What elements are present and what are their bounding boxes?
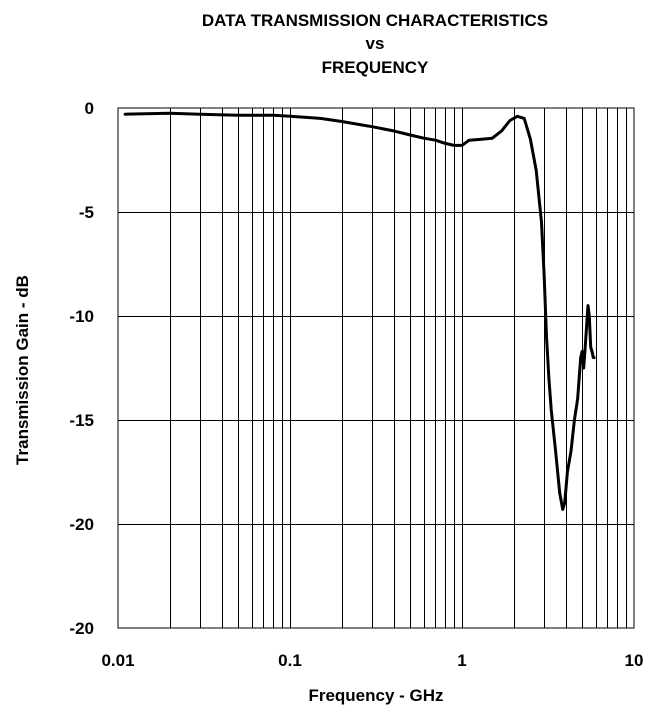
y-tick-label: -20 <box>69 619 94 638</box>
y-axis-label: Transmission Gain - dB <box>13 275 32 465</box>
y-tick-label: -20 <box>69 515 94 534</box>
x-tick-label: 1 <box>457 651 466 670</box>
y-tick-label: -10 <box>69 307 94 326</box>
series-line <box>123 111 596 511</box>
tick-labels: 0.01 0.1 1 10 0 -5 -10 -15 -20 -20 <box>69 99 643 670</box>
grid <box>118 108 634 628</box>
title-line-3: FREQUENCY <box>322 58 429 77</box>
plot-area-frame <box>117 107 635 629</box>
chart-title: DATA TRANSMISSION CHARACTERISTICS vs FRE… <box>202 11 548 77</box>
y-tick-label: -15 <box>69 411 94 430</box>
title-line-1: DATA TRANSMISSION CHARACTERISTICS <box>202 11 548 30</box>
y-tick-label: 0 <box>85 99 94 118</box>
x-tick-label: 10 <box>625 651 644 670</box>
title-line-2: vs <box>366 34 385 53</box>
y-tick-label: -5 <box>79 203 94 222</box>
x-tick-label: 0.01 <box>101 651 134 670</box>
x-axis-label: Frequency - GHz <box>308 686 443 705</box>
x-tick-label: 0.1 <box>278 651 302 670</box>
series-layer <box>123 111 596 511</box>
